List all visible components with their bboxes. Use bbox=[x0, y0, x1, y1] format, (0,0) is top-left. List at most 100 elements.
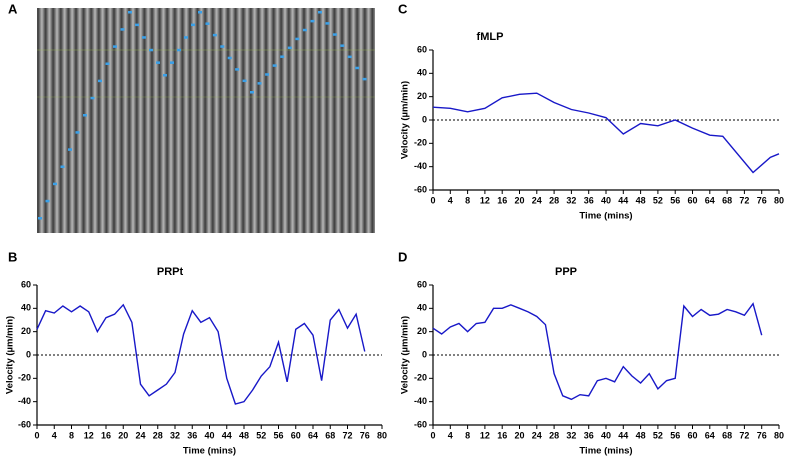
image-spot bbox=[60, 165, 65, 168]
x-tick-label: 76 bbox=[757, 195, 767, 205]
image-spot bbox=[302, 28, 307, 32]
data-line bbox=[432, 92, 780, 174]
y-tick-label: -40 bbox=[18, 396, 31, 406]
image-spot bbox=[250, 91, 254, 94]
image-spot bbox=[340, 44, 345, 47]
y-tick-label: 40 bbox=[417, 303, 427, 313]
x-tick-label: 28 bbox=[549, 430, 559, 440]
x-tick-label: 16 bbox=[497, 430, 507, 440]
y-tick-label: 20 bbox=[417, 91, 427, 101]
x-tick-label: 4 bbox=[52, 430, 57, 440]
x-tick-label: 76 bbox=[360, 430, 370, 440]
x-tick-label: 4 bbox=[448, 195, 453, 205]
image-spot bbox=[53, 182, 57, 186]
x-tick-label: 0 bbox=[430, 430, 435, 440]
image-spot bbox=[98, 79, 102, 83]
x-tick-label: 80 bbox=[774, 195, 784, 205]
x-axis-label: Time (mins) bbox=[579, 211, 632, 222]
x-tick-label: 32 bbox=[566, 195, 576, 205]
x-tick-label: 40 bbox=[601, 430, 611, 440]
image-spot bbox=[184, 36, 188, 39]
x-tick-label: 60 bbox=[687, 195, 697, 205]
image-spot bbox=[120, 28, 125, 31]
image-spot bbox=[205, 22, 210, 25]
x-tick-label: 48 bbox=[636, 430, 646, 440]
image-spot bbox=[45, 199, 50, 203]
x-axis-label: Time (mins) bbox=[183, 446, 236, 457]
image-spot bbox=[142, 36, 146, 39]
image-spot bbox=[332, 33, 337, 36]
x-tick-label: 52 bbox=[653, 430, 663, 440]
x-tick-label: 48 bbox=[239, 430, 249, 440]
image-spot bbox=[75, 131, 80, 134]
image-spot bbox=[287, 46, 292, 50]
x-tick-label: 32 bbox=[170, 430, 180, 440]
x-tick-label: 68 bbox=[722, 195, 732, 205]
y-tick-label: 0 bbox=[422, 349, 427, 359]
x-tick-label: 0 bbox=[430, 195, 435, 205]
image-spot bbox=[355, 66, 360, 70]
x-tick-label: 36 bbox=[584, 430, 594, 440]
y-tick-label: 20 bbox=[417, 326, 427, 336]
image-spot bbox=[198, 11, 202, 14]
x-tick-label: 16 bbox=[101, 430, 111, 440]
image-spot bbox=[242, 79, 247, 83]
x-tick-label: 44 bbox=[618, 195, 628, 205]
chart-title: PRPt bbox=[157, 266, 184, 278]
y-tick-label: 60 bbox=[21, 279, 31, 289]
image-spot bbox=[220, 45, 225, 48]
image-spot bbox=[38, 217, 42, 220]
y-tick-label: 60 bbox=[417, 44, 427, 54]
image-spot bbox=[295, 37, 300, 41]
panel-label: A bbox=[8, 1, 18, 16]
x-tick-label: 64 bbox=[308, 430, 318, 440]
y-tick-label: 0 bbox=[26, 349, 31, 359]
x-tick-label: 48 bbox=[636, 195, 646, 205]
x-tick-label: 36 bbox=[187, 430, 197, 440]
image-spot bbox=[105, 62, 110, 65]
image-spot bbox=[310, 19, 315, 23]
image-spot bbox=[170, 61, 174, 64]
x-tick-label: 52 bbox=[653, 195, 663, 205]
x-tick-label: 64 bbox=[705, 195, 715, 205]
x-tick-label: 80 bbox=[377, 430, 387, 440]
image-spot bbox=[83, 114, 87, 117]
y-tick-label: -60 bbox=[414, 184, 427, 194]
image-spot bbox=[68, 148, 72, 151]
x-tick-label: 24 bbox=[532, 195, 542, 205]
y-axis-label: Velocity (µm/min) bbox=[400, 316, 411, 394]
kymograph-image bbox=[37, 8, 375, 233]
image-spot bbox=[265, 73, 270, 76]
x-tick-label: 72 bbox=[739, 195, 749, 205]
x-tick-label: 28 bbox=[153, 430, 163, 440]
x-tick-label: 16 bbox=[497, 195, 507, 205]
x-tick-label: 40 bbox=[601, 195, 611, 205]
data-line bbox=[36, 303, 366, 405]
x-tick-label: 60 bbox=[687, 430, 697, 440]
x-tick-label: 4 bbox=[448, 430, 453, 440]
x-tick-label: 56 bbox=[670, 430, 680, 440]
image-spot bbox=[156, 61, 160, 64]
image-spot bbox=[227, 56, 232, 60]
image-spot bbox=[257, 82, 262, 85]
x-tick-label: 24 bbox=[532, 430, 542, 440]
x-tick-label: 72 bbox=[342, 430, 352, 440]
x-tick-label: 44 bbox=[222, 430, 232, 440]
x-tick-label: 20 bbox=[514, 195, 524, 205]
image-spot bbox=[235, 68, 240, 71]
panel-label: D bbox=[398, 249, 407, 264]
y-axis-label: Velocity (µm/min) bbox=[5, 316, 16, 394]
x-tick-label: 12 bbox=[480, 195, 490, 205]
x-tick-label: 0 bbox=[34, 430, 39, 440]
y-tick-label: 60 bbox=[417, 279, 427, 289]
image-spot bbox=[177, 48, 181, 52]
x-tick-label: 52 bbox=[256, 430, 266, 440]
data-line bbox=[432, 302, 763, 401]
image-spot bbox=[135, 23, 139, 27]
y-tick-label: -40 bbox=[414, 396, 427, 406]
x-tick-label: 72 bbox=[739, 430, 749, 440]
image-spot bbox=[191, 23, 195, 27]
x-tick-label: 20 bbox=[118, 430, 128, 440]
image-spot bbox=[362, 77, 367, 81]
x-tick-label: 60 bbox=[291, 430, 301, 440]
